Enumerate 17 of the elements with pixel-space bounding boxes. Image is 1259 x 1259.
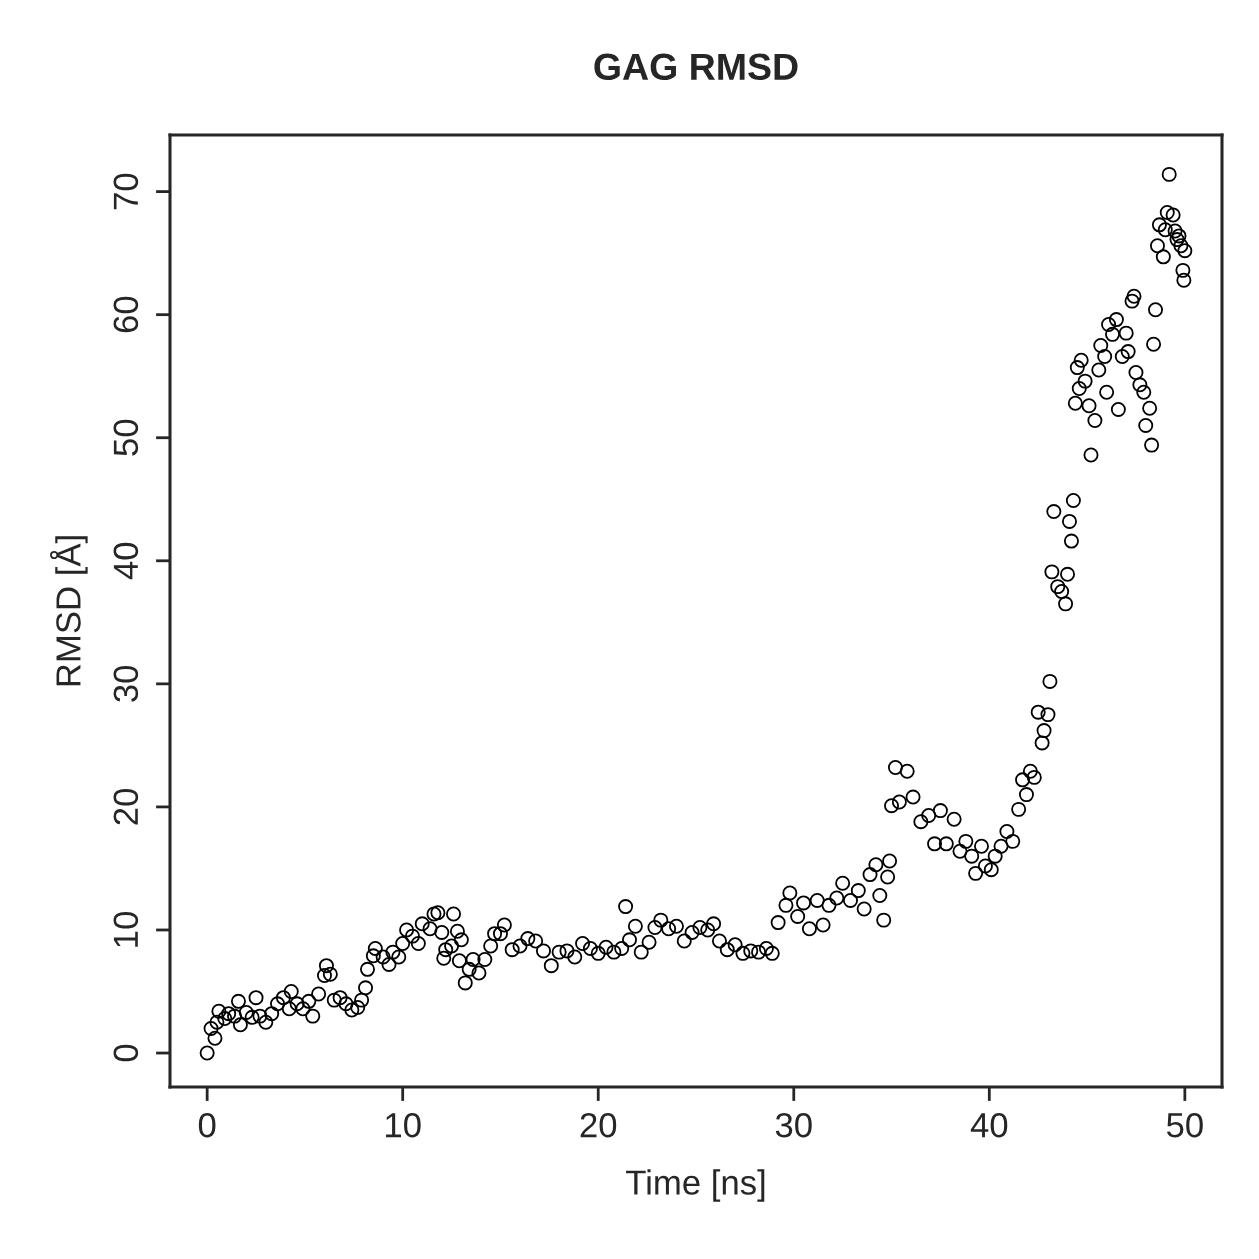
x-tick-label: 40 [970, 1112, 1008, 1138]
x-axis-title: Time [ns] [626, 1169, 765, 1202]
y-tick-label: 60 [113, 296, 139, 333]
x-tick-label: 30 [775, 1112, 812, 1138]
y-tick-label: 0 [113, 1044, 139, 1062]
x-tick-label: 10 [386, 1112, 421, 1138]
x-tick-label: 50 [1166, 1112, 1203, 1138]
y-tick-label: 30 [113, 665, 139, 702]
chart-title: GAG RMSD [594, 53, 798, 81]
y-tick-label: 10 [113, 912, 139, 947]
y-tick-label: 20 [113, 788, 139, 825]
x-tick-label: 20 [580, 1112, 617, 1138]
y-tick-label: 50 [113, 419, 139, 456]
x-tick-label: 0 [198, 1112, 216, 1138]
y-axis-title: RMSD [Å] [50, 536, 88, 686]
y-tick-label: 70 [113, 173, 139, 210]
y-tick-label: 40 [113, 542, 139, 580]
